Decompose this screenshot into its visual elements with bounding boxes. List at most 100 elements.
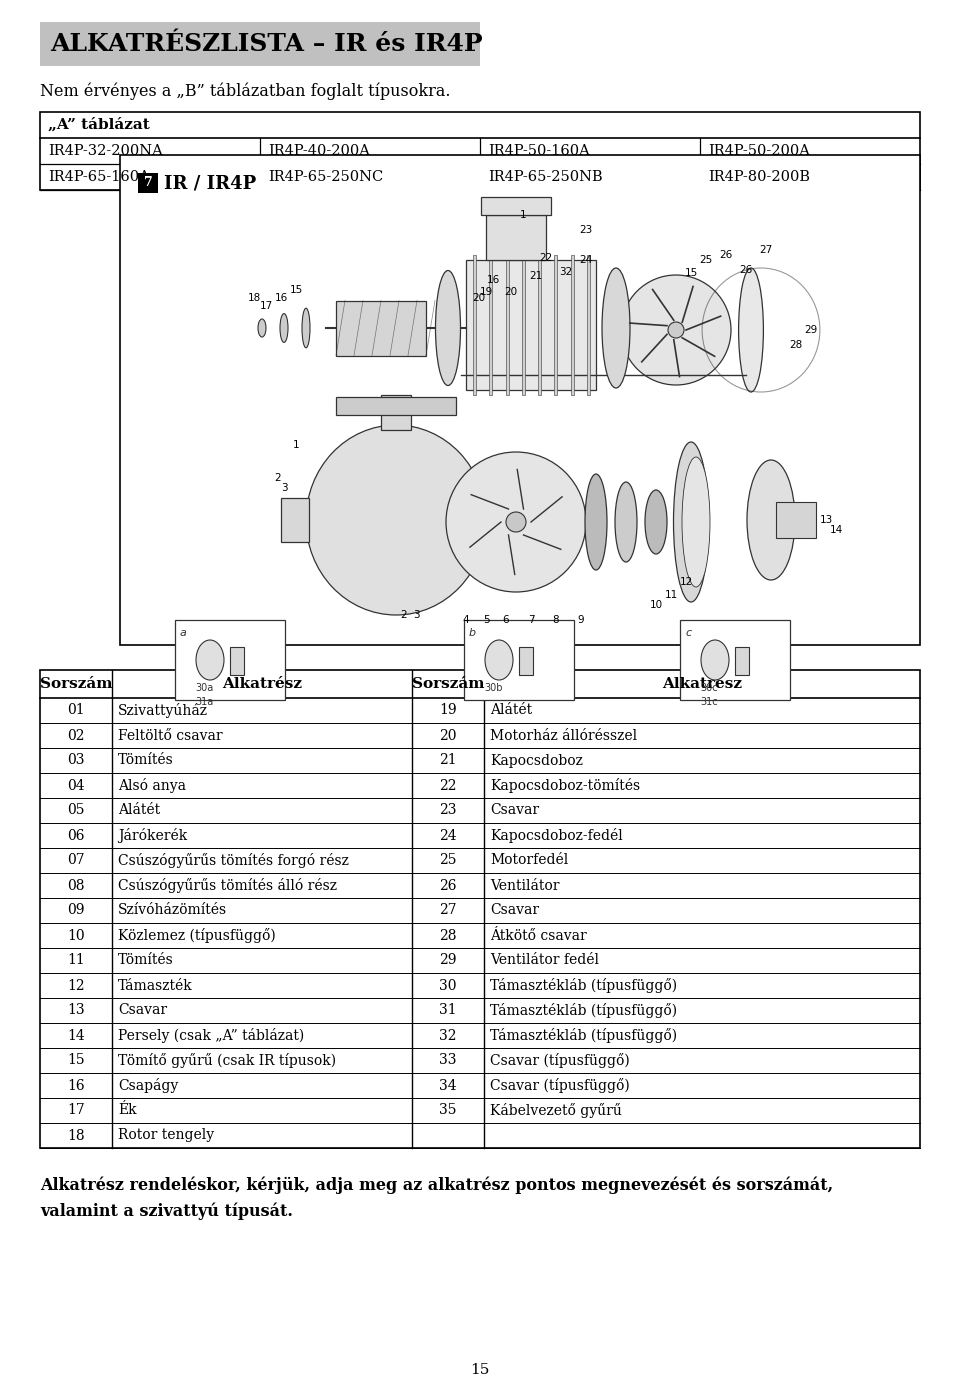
Text: 34: 34 [439,1079,457,1093]
Text: b: b [469,628,476,638]
Text: Csúszógyűrűs tömítés forgó rész: Csúszógyűrűs tömítés forgó rész [118,853,348,867]
Ellipse shape [306,425,486,614]
Text: Ventilátor: Ventilátor [490,878,560,892]
Text: Támasztékláb (típusfüggő): Támasztékláb (típusfüggő) [490,1029,677,1042]
Text: 1: 1 [293,441,300,450]
Text: 03: 03 [67,753,84,767]
Text: 26: 26 [739,265,753,275]
Text: Támasztékláb (típusfüggő): Támasztékláb (típusfüggő) [490,1004,677,1017]
Text: 15: 15 [67,1054,84,1068]
Text: 16: 16 [487,275,499,285]
Text: Alkatrész: Alkatrész [222,677,302,691]
Text: 30a: 30a [195,682,213,694]
Ellipse shape [701,639,729,680]
Ellipse shape [668,322,684,338]
Text: Persely (csak „A” táblázat): Persely (csak „A” táblázat) [118,1029,304,1042]
Bar [776,502,816,538]
Text: 01: 01 [67,703,84,717]
Text: 24: 24 [439,828,457,842]
Text: 4: 4 [463,614,469,626]
Text: Sorszám: Sorszám [412,677,484,691]
Ellipse shape [615,482,637,562]
Bar [281,498,309,542]
Text: 12: 12 [67,979,84,992]
Text: 21: 21 [529,271,542,281]
Text: 14: 14 [829,525,843,535]
Text: 29: 29 [440,954,457,967]
Text: IR4P-65-160A: IR4P-65-160A [48,170,150,183]
Bar [486,215,546,260]
Text: Tömítő gyűrű (csak IR típusok): Tömítő gyűrű (csak IR típusok) [118,1054,336,1068]
Text: 28: 28 [440,929,457,942]
Bar [490,254,492,395]
Text: Közlemez (típusfüggő): Közlemez (típusfüggő) [118,929,276,942]
Text: 21: 21 [439,753,457,767]
Text: 29: 29 [804,325,818,335]
Ellipse shape [280,314,288,342]
Text: 16: 16 [67,1079,84,1093]
Bar [522,254,525,395]
Text: 32: 32 [560,267,572,277]
Text: 3: 3 [280,482,287,493]
Text: Csavar: Csavar [118,1004,167,1017]
Text: 10: 10 [67,929,84,942]
Text: 18: 18 [248,293,260,303]
Polygon shape [481,197,551,215]
Text: Átkötő csavar: Átkötő csavar [490,929,587,942]
Text: Szivattyúház: Szivattyúház [118,703,208,719]
Text: IR4P-80-200B: IR4P-80-200B [708,170,810,183]
Text: 09: 09 [67,904,84,917]
Text: 9: 9 [578,614,585,626]
Text: Tömítés: Tömítés [118,753,174,767]
Text: Alátét: Alátét [490,703,532,717]
Ellipse shape [436,271,461,385]
Bar [570,254,574,395]
Bar [680,620,790,701]
Text: 20: 20 [472,293,486,303]
Text: 28: 28 [789,341,803,350]
Text: 07: 07 [67,853,84,867]
Text: 20: 20 [440,728,457,742]
Bar [40,22,480,65]
Text: 3: 3 [413,610,420,620]
Bar [230,646,244,676]
Text: 25: 25 [700,254,712,265]
Bar [735,646,749,676]
Text: 30c: 30c [700,682,718,694]
Bar [539,254,541,395]
Text: Csavar: Csavar [490,904,540,917]
Text: 02: 02 [67,728,84,742]
Text: 17: 17 [67,1104,84,1118]
Bar [40,670,920,1148]
Text: a: a [180,628,187,638]
Text: IR4P-50-160A: IR4P-50-160A [488,145,589,158]
Text: 2: 2 [400,610,407,620]
Text: Támaszték: Támaszték [118,979,193,992]
Text: 18: 18 [67,1129,84,1143]
Text: Támasztékláb (típusfüggő): Támasztékláb (típusfüggő) [490,979,677,992]
Text: IR / IR4P: IR / IR4P [164,174,256,192]
Text: 15: 15 [470,1364,490,1377]
Ellipse shape [485,639,513,680]
Text: IR4P-40-200A: IR4P-40-200A [268,145,370,158]
Text: 19: 19 [479,286,492,297]
Bar [464,620,574,701]
Text: 27: 27 [439,904,457,917]
Text: Motorház állórésszel: Motorház állórésszel [490,728,637,742]
Text: 22: 22 [540,253,553,263]
Bar [519,646,533,676]
Text: 12: 12 [680,577,692,587]
Text: Járókerék: Járókerék [118,828,187,842]
Text: 24: 24 [580,254,592,265]
Text: Csavar (típusfüggő): Csavar (típusfüggő) [490,1079,630,1093]
Text: Ék: Ék [118,1104,136,1118]
Ellipse shape [258,318,266,336]
Bar [138,172,158,193]
Ellipse shape [747,460,795,580]
Text: IR4P-65-250NC: IR4P-65-250NC [268,170,383,183]
Text: 04: 04 [67,778,84,792]
Bar [336,398,456,416]
Text: 14: 14 [67,1029,84,1042]
Text: 31a: 31a [195,696,213,708]
Text: 31: 31 [439,1004,457,1017]
